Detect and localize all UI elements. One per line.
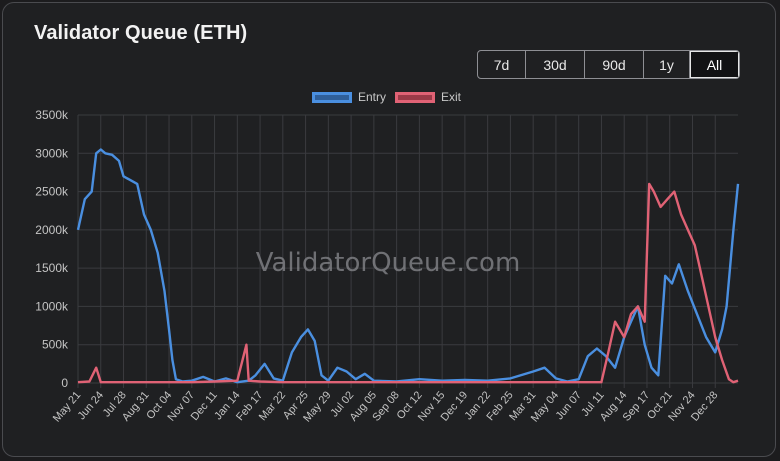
y-tick-label: 500k [42,338,69,352]
time-range-selector: 7d 30d 90d 1y All [477,50,740,79]
y-tick-label: 2500k [35,185,69,199]
series-line-entry [76,148,740,384]
range-button-90d[interactable]: 90d [585,51,644,78]
chart-series [76,148,740,384]
y-axis-ticks: 0 500k 1000k 1500k 2000k 2500k 3000k 3500k [35,108,69,390]
legend-exit-label: Exit [441,90,462,104]
range-button-1y[interactable]: 1y [644,51,690,78]
legend-entry-label: Entry [358,90,387,104]
range-button-30d[interactable]: 30d [526,51,585,78]
page-title: Validator Queue (ETH) [34,22,248,44]
y-tick-label: 1000k [35,299,69,313]
watermark-text: ValidatorQueue.com [256,248,521,278]
legend-exit-swatch [395,91,435,103]
y-tick-label: 3000k [35,146,69,160]
y-tick-label: 1500k [35,261,69,275]
series-line-exit [77,182,739,384]
x-tick-label: Jun 24 [76,389,106,422]
y-tick-label: 3500k [35,108,69,122]
range-button-7d[interactable]: 7d [478,51,526,78]
y-tick-label: 2000k [35,223,69,237]
y-tick-label: 0 [61,376,68,390]
range-button-all[interactable]: All [690,51,739,78]
chart-legend: Entry Exit [0,90,780,108]
legend-exit[interactable]: Exit [395,90,461,104]
legend-entry-swatch [312,91,352,103]
x-tick-label: May 21 [51,389,83,424]
x-tick-label: Jun 07 [554,389,584,422]
legend-entry[interactable]: Entry [312,90,386,104]
